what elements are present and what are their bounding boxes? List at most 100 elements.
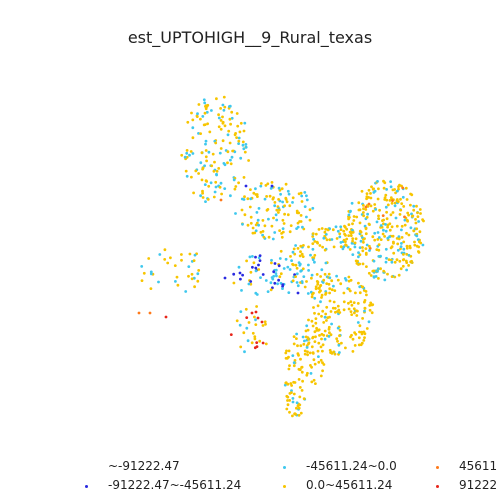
map-point <box>251 255 254 258</box>
map-point <box>292 361 296 365</box>
map-point <box>303 205 307 209</box>
map-point <box>391 199 394 203</box>
map-point <box>235 136 239 140</box>
map-point <box>298 262 302 266</box>
map-point <box>249 197 253 201</box>
map-point <box>254 223 258 227</box>
map-point <box>214 180 218 184</box>
map-point <box>311 336 314 340</box>
map-point <box>317 312 321 316</box>
map-point <box>191 126 195 130</box>
map-point <box>264 322 267 326</box>
map-point <box>365 192 369 196</box>
map-point <box>223 105 227 109</box>
map-point <box>328 299 332 303</box>
map-point <box>329 310 333 313</box>
map-point <box>188 252 192 256</box>
map-point <box>297 367 301 371</box>
map-point <box>369 196 373 200</box>
map-point <box>271 237 275 241</box>
map-point <box>340 341 343 345</box>
map-point <box>261 341 265 345</box>
map-point <box>358 253 362 257</box>
map-point <box>289 255 292 258</box>
map-point <box>149 270 153 274</box>
map-point <box>305 194 308 198</box>
map-point <box>357 201 361 205</box>
map-point <box>239 277 242 281</box>
map-point <box>196 279 200 283</box>
map-point <box>388 235 391 239</box>
map-point <box>191 118 195 122</box>
map-point <box>279 249 283 253</box>
map-point <box>229 333 233 336</box>
map-point <box>278 188 282 192</box>
map-point <box>327 325 331 329</box>
map-point <box>322 236 326 240</box>
map-point <box>199 194 203 198</box>
map-point <box>376 231 380 234</box>
map-point <box>249 270 253 274</box>
map-point <box>275 208 279 212</box>
map-point <box>251 265 254 269</box>
map-point <box>241 140 245 144</box>
map-point <box>400 236 404 239</box>
map-point <box>301 379 304 383</box>
map-point <box>323 272 327 276</box>
map-point <box>333 352 337 356</box>
map-point <box>253 231 257 235</box>
map-point <box>274 272 278 275</box>
map-point <box>346 245 350 249</box>
map-point <box>297 413 301 417</box>
map-point <box>365 293 368 297</box>
map-point <box>183 155 187 159</box>
map-point <box>363 300 366 304</box>
map-point <box>308 351 312 355</box>
map-point <box>389 180 392 184</box>
map-point <box>185 149 189 152</box>
map-point <box>408 244 412 248</box>
map-point <box>217 113 221 117</box>
map-point <box>382 179 385 183</box>
legend-marker-4 <box>283 485 286 488</box>
map-point <box>237 142 241 146</box>
map-point <box>299 214 303 217</box>
map-point <box>312 237 315 241</box>
map-point <box>344 278 348 282</box>
map-point <box>290 259 293 262</box>
map-point <box>252 261 256 265</box>
map-point <box>239 121 243 125</box>
map-point <box>320 337 323 341</box>
map-point <box>353 344 357 347</box>
map-point <box>263 320 267 324</box>
map-point <box>355 309 358 313</box>
map-point <box>307 341 311 345</box>
map-point <box>335 237 339 240</box>
map-point <box>318 334 321 337</box>
map-point <box>303 191 307 194</box>
map-point <box>287 291 291 294</box>
map-point <box>384 260 388 264</box>
map-point <box>184 169 188 173</box>
map-point <box>148 311 152 315</box>
map-point <box>305 346 309 349</box>
map-point <box>229 194 232 198</box>
map-point <box>374 208 378 211</box>
map-point <box>329 333 333 337</box>
map-point <box>327 282 331 286</box>
map-point <box>344 346 347 350</box>
map-point <box>370 185 373 189</box>
map-point <box>336 229 340 233</box>
map-point <box>327 272 331 276</box>
map-point <box>393 201 397 205</box>
map-point <box>280 187 284 191</box>
map-point <box>314 232 318 236</box>
map-point <box>312 306 315 309</box>
map-point <box>230 155 234 159</box>
map-point <box>249 221 253 225</box>
map-point <box>288 204 292 208</box>
map-point <box>409 203 412 207</box>
map-point <box>217 125 221 129</box>
map-point <box>379 238 383 242</box>
map-point <box>362 204 365 207</box>
